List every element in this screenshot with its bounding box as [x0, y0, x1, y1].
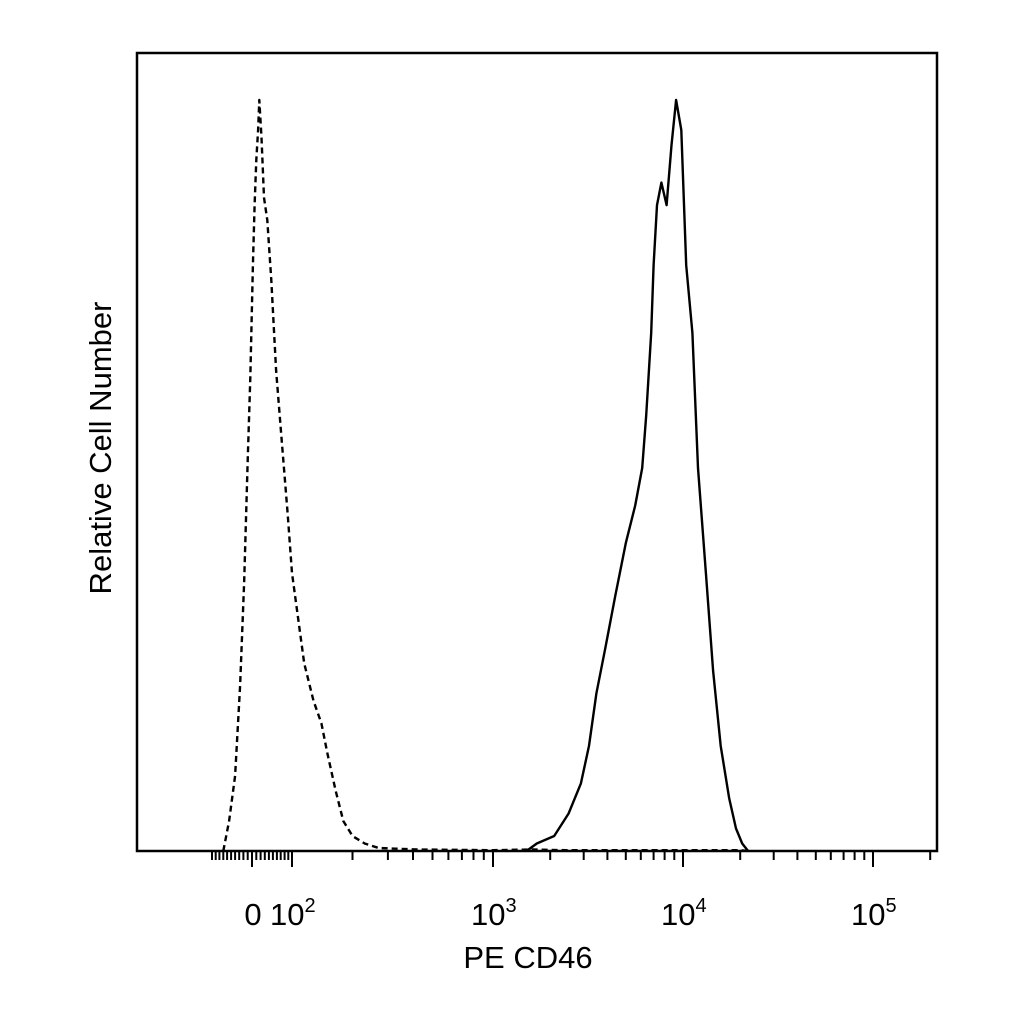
x-tick-label: 102	[270, 895, 316, 932]
plot-frame	[135, 51, 939, 853]
x-tick-label: 105	[851, 895, 897, 932]
x-tick-label: 103	[471, 895, 517, 932]
x-tick-label: 0	[244, 897, 261, 932]
series-layer	[222, 98, 750, 853]
x-axis-label: PE CD46	[463, 940, 592, 975]
histogram-stained-solid	[525, 98, 750, 852]
histogram-control-dashed	[222, 98, 749, 853]
x-tick-label: 104	[661, 895, 707, 932]
x-axis-ticks	[211, 851, 932, 867]
x-axis-tick-labels: 0 102 103 104 105	[244, 895, 896, 932]
y-axis-label: Relative Cell Number	[83, 302, 118, 595]
